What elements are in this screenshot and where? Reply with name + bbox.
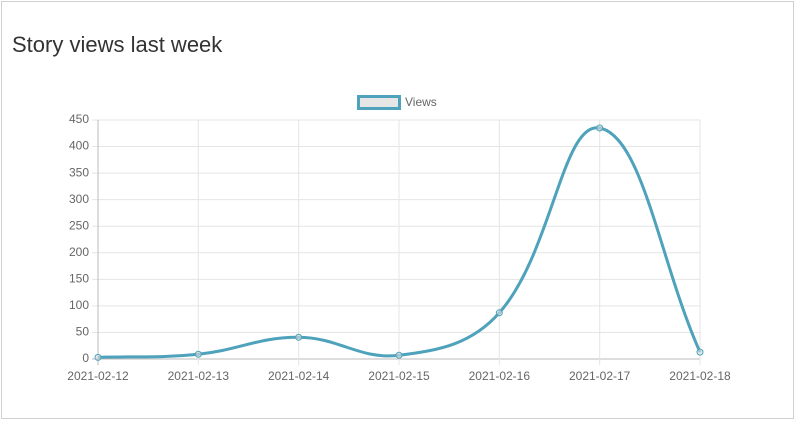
- chart-title: Story views last week: [12, 32, 223, 57]
- y-tick-label: 400: [69, 139, 89, 153]
- y-tick-label: 200: [69, 245, 89, 259]
- y-tick-label: 150: [69, 272, 89, 286]
- y-tick-label: 50: [76, 325, 90, 339]
- x-tick-label: 2021-02-17: [569, 369, 631, 383]
- x-tick-label: 2021-02-16: [469, 369, 531, 383]
- y-tick-label: 100: [69, 298, 89, 312]
- point: [495, 309, 503, 317]
- point: [696, 348, 704, 356]
- legend-label: Views: [405, 95, 437, 109]
- line: [97, 126, 702, 359]
- point: [596, 124, 604, 132]
- x-tick-label: 2021-02-15: [368, 369, 430, 383]
- legend-swatch: [357, 95, 401, 110]
- y-tick-label: 0: [82, 351, 89, 365]
- y-tick-label: 300: [69, 192, 89, 206]
- x-tick-label: 2021-02-12: [67, 369, 129, 383]
- x-tick-label: 2021-02-18: [669, 369, 731, 383]
- x-tick-label: 2021-02-13: [168, 369, 230, 383]
- point: [94, 353, 102, 361]
- y-tick-label: 250: [69, 218, 89, 232]
- point: [194, 350, 202, 358]
- x-tick-label: 2021-02-14: [268, 369, 330, 383]
- point: [295, 333, 303, 341]
- point: [395, 351, 403, 359]
- y-tick-label: 450: [69, 112, 89, 126]
- y-tick-label: 350: [69, 165, 89, 179]
